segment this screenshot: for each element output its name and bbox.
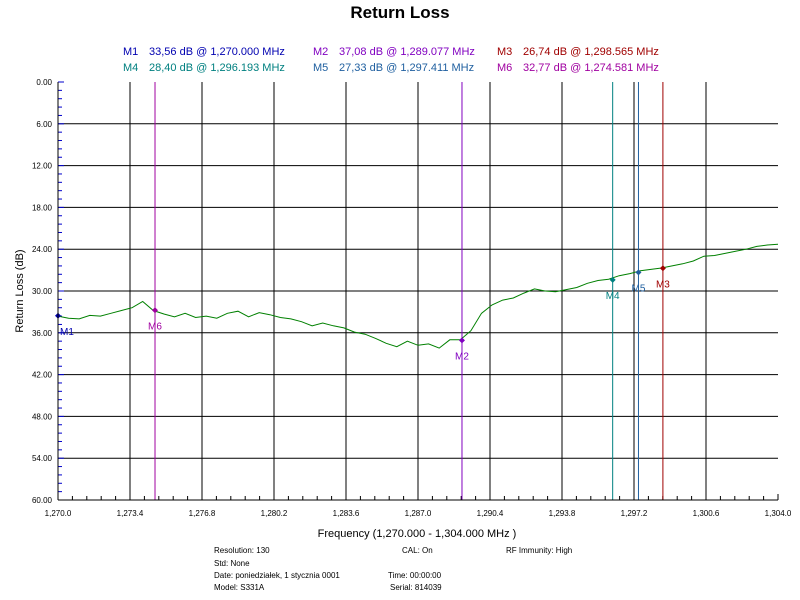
y-tick-label: 24.00: [32, 245, 53, 254]
marker-point-m5: [635, 269, 642, 276]
legend-value-m1: 33,56 dB @ 1,270.000 MHz: [149, 46, 285, 58]
legend-value-m6: 32,77 dB @ 1,274.581 MHz: [523, 62, 659, 74]
legend-id-m6: M6: [497, 62, 512, 74]
marker-lines: [154, 82, 664, 500]
marker-label-m5: M5: [632, 283, 646, 294]
x-tick-labels: 1,270.0 1,273.4 1,276.8 1,280.2 1,283.6 1,287…: [45, 509, 792, 518]
x-tick-label: 1,297.2: [621, 509, 648, 518]
minor-ticks: [57, 81, 779, 501]
y-tick-labels: 0.00 6.00 12.00 18.00 24.00 30.00 36.00 42.00 48…: [32, 78, 53, 505]
marker-points: M1 M2 M3 M4 M5 M6: [55, 265, 670, 362]
info-date: Date: poniedziałek, 1 stycznia 0001: [214, 571, 340, 580]
y-tick-label: 60.00: [32, 496, 53, 505]
x-axis-label: Frequency (1,270.000 - 1,304.000 MHz ): [318, 528, 517, 540]
x-tick-label: 1,290.4: [477, 509, 504, 518]
x-tick-label: 1,293.8: [549, 509, 576, 518]
marker-point-m3: [659, 265, 666, 272]
x-tick-label: 1,283.6: [333, 509, 360, 518]
info-time: Time: 00:00:00: [388, 571, 442, 580]
legend-id-m1: M1: [123, 46, 138, 58]
marker-point-m6: [152, 307, 159, 314]
legend-id-m4: M4: [123, 62, 138, 74]
marker-label-m6: M6: [148, 321, 162, 332]
y-tick-label: 42.00: [32, 371, 53, 380]
legend-value-m5: 27,33 dB @ 1,297.411 MHz: [339, 62, 474, 74]
marker-point-m2: [458, 337, 465, 344]
y-tick-label: 30.00: [32, 287, 53, 296]
x-tick-label: 1,280.2: [261, 509, 288, 518]
x-tick-label: 1,273.4: [117, 509, 144, 518]
marker-label-m3: M3: [656, 279, 670, 290]
y-tick-label: 48.00: [32, 412, 53, 421]
legend-id-m5: M5: [313, 62, 328, 74]
info-resolution: Resolution: 130: [214, 546, 270, 555]
chart-title: Return Loss: [350, 3, 449, 22]
grid: [58, 82, 778, 500]
y-tick-label: 6.00: [36, 120, 52, 129]
y-axis-label: Return Loss (dB): [14, 249, 26, 332]
marker-point-m4: [609, 276, 616, 283]
x-tick-label: 1,300.6: [693, 509, 720, 518]
legend-value-m4: 28,40 dB @ 1,296.193 MHz: [149, 62, 285, 74]
y-tick-label: 0.00: [36, 78, 52, 87]
x-tick-label: 1,270.0: [45, 509, 72, 518]
legend-value-m2: 37,08 dB @ 1,289.077 MHz: [339, 46, 475, 58]
marker-label-m4: M4: [606, 291, 620, 302]
info-serial: Serial: 814039: [390, 583, 442, 592]
y-tick-label: 12.00: [32, 162, 53, 171]
marker-label-m1: M1: [60, 327, 74, 338]
legend-value-m3: 26,74 dB @ 1,298.565 MHz: [523, 46, 659, 58]
info-model: Model: S331A: [214, 583, 265, 592]
x-tick-label: 1,304.0: [765, 509, 792, 518]
y-tick-label: 54.00: [32, 454, 53, 463]
info-std: Std: None: [214, 559, 250, 568]
x-tick-label: 1,276.8: [189, 509, 216, 518]
series-line-return-loss: [57, 243, 779, 349]
y-tick-label: 18.00: [32, 203, 53, 212]
legend-id-m3: M3: [497, 46, 512, 58]
x-tick-label: 1,287.0: [405, 509, 432, 518]
legend-id-m2: M2: [313, 46, 328, 58]
y-tick-label: 36.00: [32, 329, 53, 338]
info-cal: CAL: On: [402, 546, 433, 555]
marker-legend: M1 33,56 dB @ 1,270.000 MHz M2 37,08 dB @ 1…: [123, 46, 659, 74]
info-rf-immunity: RF Immunity: High: [506, 546, 572, 555]
marker-label-m2: M2: [455, 351, 469, 362]
